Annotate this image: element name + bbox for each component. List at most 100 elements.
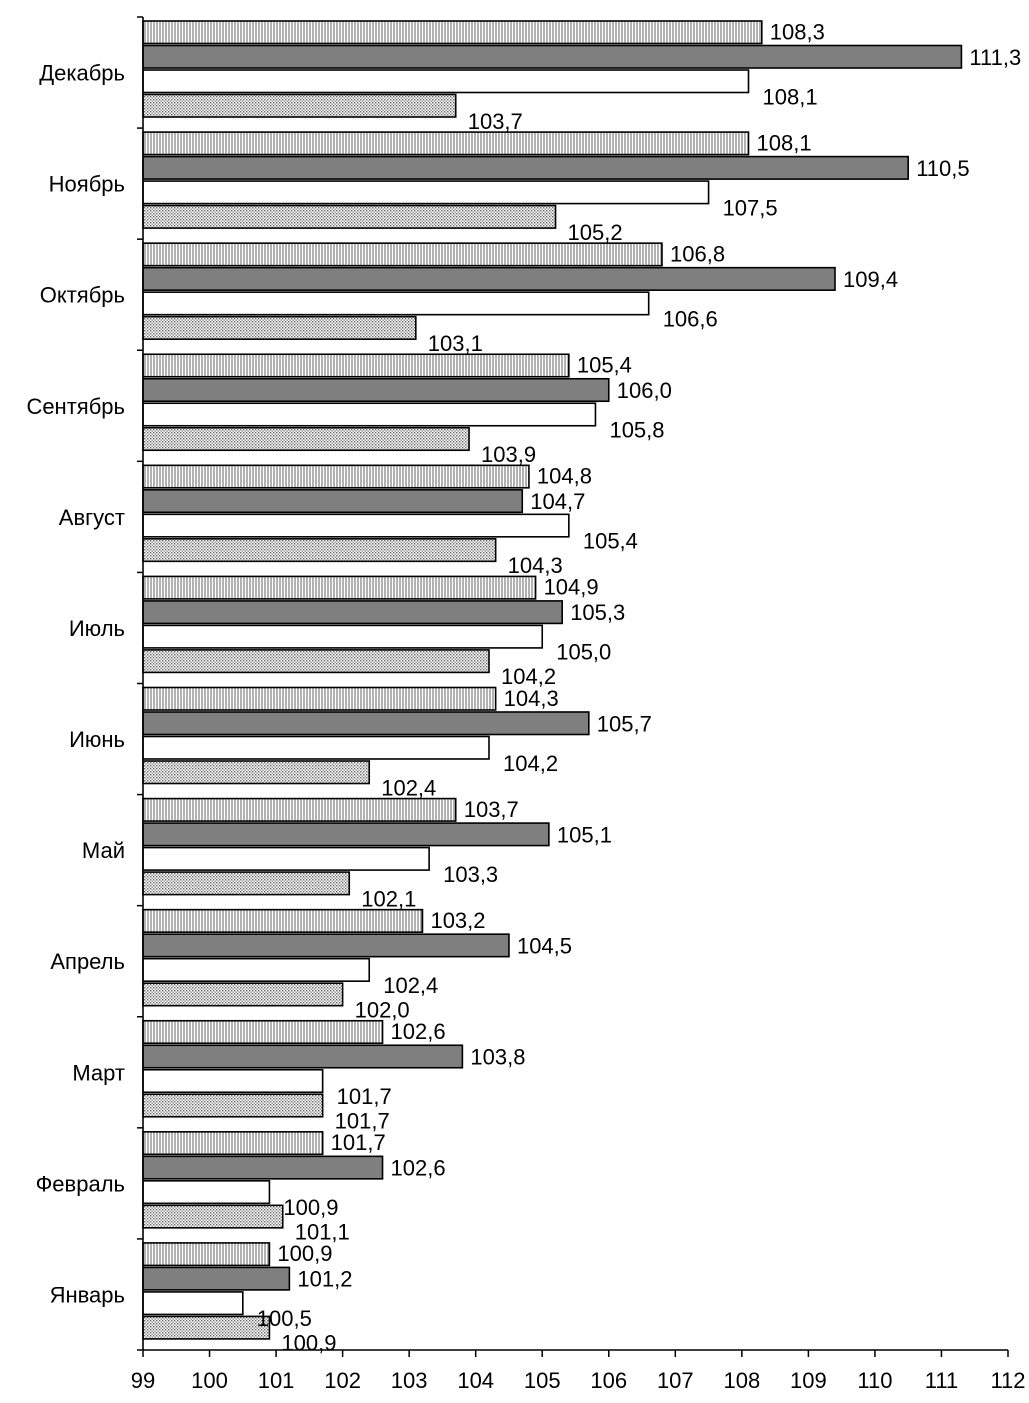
bar — [142, 1131, 324, 1156]
data-label: 105,2 — [568, 220, 623, 245]
data-label: 102,6 — [391, 1019, 446, 1044]
bar — [142, 1204, 284, 1229]
x-tick-label: 104 — [457, 1368, 494, 1393]
bar — [142, 426, 470, 452]
data-label: 102,6 — [391, 1156, 446, 1181]
data-label: 106,6 — [663, 306, 718, 331]
data-label: 101,7 — [337, 1084, 392, 1109]
data-label: 106,8 — [670, 241, 725, 266]
bar — [142, 20, 763, 45]
data-label: 103,2 — [430, 908, 485, 933]
data-label: 101,1 — [295, 1220, 350, 1245]
category-label: Май — [82, 838, 125, 863]
category-label: Март — [72, 1060, 125, 1085]
bar — [142, 353, 570, 378]
data-label: 101,7 — [331, 1130, 386, 1155]
data-label: 111,3 — [969, 45, 1021, 70]
category-label: Ноябрь — [49, 172, 125, 197]
category-label: Июнь — [69, 727, 125, 752]
bar — [142, 1044, 464, 1069]
bar — [142, 1180, 271, 1205]
bar — [142, 624, 544, 649]
data-label: 104,3 — [504, 686, 559, 711]
bar — [142, 1068, 324, 1094]
x-tick-label: 101 — [258, 1368, 295, 1393]
data-label: 108,3 — [770, 19, 825, 44]
data-label: 103,7 — [464, 797, 519, 822]
data-label: 102,4 — [381, 775, 436, 800]
bar — [142, 93, 457, 118]
x-tick-label: 99 — [131, 1368, 155, 1393]
bar — [142, 600, 563, 625]
data-label: 105,3 — [570, 600, 625, 625]
data-label: 110,5 — [916, 156, 969, 181]
data-label: 108,1 — [757, 130, 812, 155]
bar — [142, 155, 909, 180]
data-label: 104,5 — [517, 933, 572, 958]
bar — [142, 1242, 271, 1267]
bar — [142, 44, 963, 69]
bar — [142, 575, 537, 600]
x-tick-label: 107 — [657, 1368, 694, 1393]
bar — [142, 69, 750, 94]
data-label: 103,3 — [443, 862, 498, 887]
data-label: 104,9 — [544, 575, 599, 600]
data-label: 100,9 — [277, 1241, 332, 1266]
data-label: 103,1 — [428, 331, 483, 356]
x-tick-label: 106 — [590, 1368, 627, 1393]
data-label: 105,7 — [597, 711, 652, 736]
data-label: 102,4 — [383, 973, 438, 998]
x-tick-label: 105 — [524, 1368, 561, 1393]
x-tick-label: 100 — [191, 1368, 228, 1393]
bar — [142, 131, 750, 156]
data-label: 102,0 — [355, 997, 410, 1022]
bar — [142, 686, 497, 711]
bar — [142, 1155, 384, 1180]
bar — [142, 180, 710, 205]
bar — [142, 204, 557, 229]
bar — [142, 291, 650, 316]
category-label: Август — [59, 505, 125, 530]
data-label: 105,1 — [557, 822, 612, 847]
bar — [142, 933, 510, 958]
bar — [142, 982, 344, 1007]
category-label: Сентябрь — [26, 394, 125, 419]
data-label: 104,7 — [530, 489, 585, 514]
data-label: 105,0 — [556, 640, 611, 665]
x-tick-label: 111 — [925, 1368, 958, 1393]
bar — [142, 822, 550, 847]
bar — [142, 797, 457, 822]
data-label: 104,3 — [508, 553, 563, 578]
data-label: 104,2 — [503, 751, 558, 776]
bar — [142, 464, 530, 489]
data-label: 102,1 — [361, 886, 416, 911]
bar — [142, 846, 430, 871]
data-label: 106,0 — [617, 378, 672, 403]
data-label: 100,9 — [283, 1195, 338, 1220]
x-tick-label: 112 — [990, 1368, 1025, 1393]
bar — [142, 1315, 271, 1340]
bar — [142, 1266, 291, 1291]
bar — [142, 538, 497, 563]
category-label: Февраль — [36, 1171, 125, 1196]
data-label: 101,7 — [335, 1109, 390, 1134]
data-label: 109,4 — [843, 267, 898, 292]
category-label: Январь — [50, 1282, 125, 1307]
category-label: Октябрь — [40, 283, 125, 308]
data-label: 105,8 — [609, 418, 664, 443]
data-label: 104,2 — [501, 664, 556, 689]
category-label: Апрель — [50, 949, 125, 974]
bar — [142, 513, 570, 538]
bar — [142, 402, 597, 427]
data-label: 103,9 — [481, 442, 536, 467]
x-tick-label: 102 — [324, 1368, 361, 1393]
bar — [142, 1019, 384, 1045]
bar — [142, 649, 490, 674]
bar — [142, 377, 610, 403]
x-tick-label: 110 — [857, 1368, 892, 1393]
bar — [142, 735, 490, 760]
data-label: 107,5 — [723, 195, 778, 220]
data-label: 101,2 — [297, 1267, 352, 1292]
